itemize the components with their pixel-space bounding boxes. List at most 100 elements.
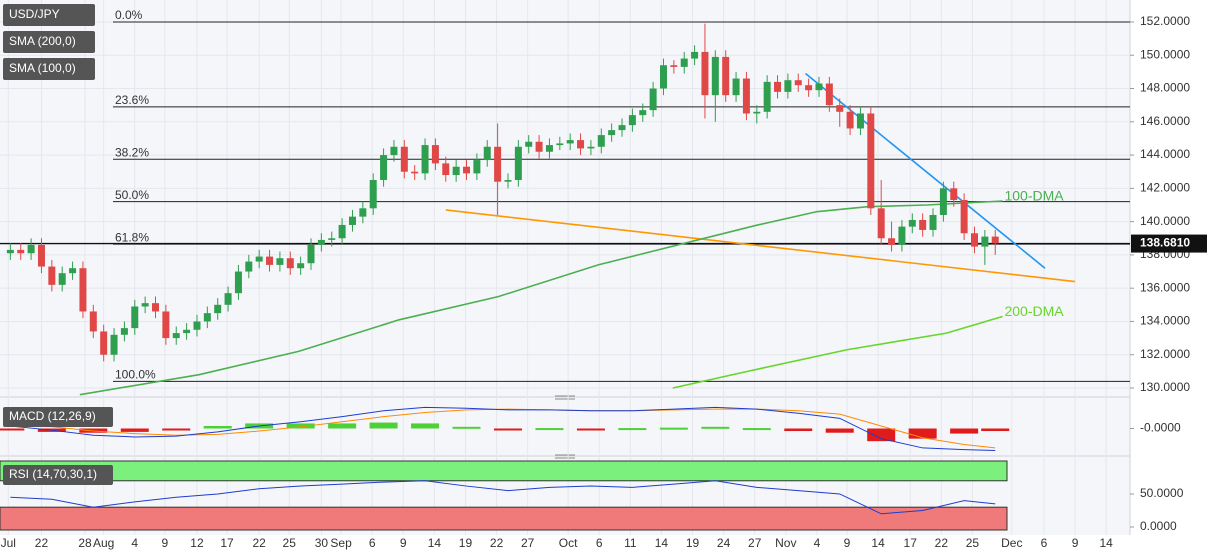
macd-histogram-bar xyxy=(908,428,937,439)
candle-body xyxy=(877,208,885,239)
x-tick-label: 28 xyxy=(78,536,92,550)
y-tick-label: -0.0000 xyxy=(1140,421,1181,435)
macd-line xyxy=(10,406,996,451)
macd-histogram-bar xyxy=(120,428,149,432)
rsi-overbought-band xyxy=(0,460,1008,482)
fib-label: 50.0% xyxy=(115,188,149,202)
macd-histogram-bar xyxy=(162,428,191,431)
x-tick-label: 24 xyxy=(717,536,731,550)
x-tick-label: 12 xyxy=(190,536,204,550)
price-scale xyxy=(1130,0,1207,555)
candle-body xyxy=(846,111,854,129)
candle-body xyxy=(328,238,336,240)
candle-body xyxy=(431,145,439,164)
x-tick-label: 9 xyxy=(161,536,168,550)
fib-label: 100.0% xyxy=(115,368,156,382)
candle-body xyxy=(297,263,305,269)
candle-body xyxy=(120,328,128,335)
candle-body xyxy=(856,113,864,129)
macd-histogram-bar xyxy=(701,426,730,429)
last-price-box xyxy=(1131,234,1207,253)
candle-body xyxy=(27,244,35,254)
candle-body xyxy=(836,105,844,112)
candle-body xyxy=(711,56,719,96)
x-tick-label: Oct xyxy=(559,536,578,550)
rsi-line xyxy=(10,480,996,515)
legend-label: SMA (100,0) xyxy=(9,61,76,75)
candle-body xyxy=(172,333,180,339)
macd-histogram-bar xyxy=(576,428,605,431)
moving-average xyxy=(672,315,1003,389)
fib-label: 38.2% xyxy=(115,145,149,159)
candle-body xyxy=(805,85,813,91)
candle-body xyxy=(338,224,346,239)
candle-body xyxy=(100,331,108,355)
fib-label: 23.6% xyxy=(115,93,149,107)
candle-body xyxy=(691,51,699,59)
candle-body xyxy=(919,219,927,230)
x-tick-label: 9 xyxy=(844,536,851,550)
candle-body xyxy=(48,266,56,285)
candle-body xyxy=(452,166,460,176)
y-tick-label: 150.0000 xyxy=(1140,47,1190,61)
ma-label: 100-DMA xyxy=(1004,188,1064,204)
x-tick-label: 9 xyxy=(400,536,407,550)
candle-body xyxy=(17,249,25,254)
candle-body xyxy=(960,199,968,234)
macd-histogram-bar xyxy=(493,428,522,431)
macd-signal xyxy=(10,408,996,449)
x-tick-label: 6 xyxy=(596,536,603,550)
indicator-title: MACD (12,26,9) xyxy=(9,409,96,423)
x-tick-label: 22 xyxy=(935,536,949,550)
trendline xyxy=(445,209,1076,283)
x-tick-label: 17 xyxy=(220,536,234,550)
candle-body xyxy=(224,293,232,305)
candle-body xyxy=(608,130,616,136)
x-tick-label: 11 xyxy=(624,536,637,550)
candle-body xyxy=(69,268,77,274)
y-tick-label: 132.0000 xyxy=(1140,347,1190,361)
candle-body xyxy=(89,311,97,332)
candle-body xyxy=(58,273,66,285)
candle-body xyxy=(535,141,543,152)
indicator-title-box xyxy=(3,407,113,427)
candle-body xyxy=(37,244,45,267)
candle-body xyxy=(110,334,118,355)
x-tick-label: 27 xyxy=(521,536,535,550)
legend: USD/JPY SMA (200,0) SMA (100,0) xyxy=(3,4,95,80)
candle-body xyxy=(722,56,730,96)
macd-histogram-bar xyxy=(0,428,25,431)
candle-body xyxy=(514,146,522,181)
candle-body xyxy=(162,311,170,339)
candle-body xyxy=(888,238,896,245)
candle-body xyxy=(784,80,792,92)
legend-box xyxy=(3,31,95,53)
candle-body xyxy=(970,233,978,247)
candle-body xyxy=(400,146,408,172)
candle-body xyxy=(463,166,471,174)
candle-body xyxy=(307,244,315,264)
candle-body xyxy=(670,65,678,67)
candle-body xyxy=(131,306,139,329)
y-tick-label: 148.0000 xyxy=(1140,81,1190,95)
x-tick-label: 14 xyxy=(655,536,669,550)
x-tick-label: 6 xyxy=(1041,536,1048,550)
macd-histogram-bar xyxy=(411,423,440,429)
macd-histogram-bar xyxy=(659,427,688,430)
x-tick-label: 4 xyxy=(814,536,821,550)
candle-body xyxy=(245,261,253,272)
candle-body xyxy=(317,239,325,245)
x-tick-label: 25 xyxy=(966,536,980,550)
candle-body xyxy=(348,216,356,225)
candle-body xyxy=(825,83,833,106)
rsi-oversold-band xyxy=(0,506,1008,531)
candle-body xyxy=(473,160,481,174)
legend-box xyxy=(3,4,95,26)
candle-body xyxy=(266,256,274,265)
macd-histogram-bar xyxy=(328,423,357,429)
candle-body xyxy=(867,113,875,209)
y-tick-label: 130.0000 xyxy=(1140,380,1190,394)
x-tick-label: 14 xyxy=(428,536,442,550)
y-tick-label: 144.0000 xyxy=(1140,147,1190,161)
candle-body xyxy=(950,188,958,200)
